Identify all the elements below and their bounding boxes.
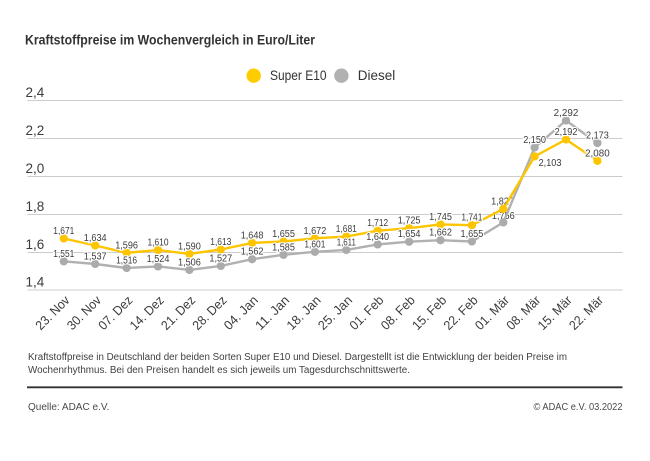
svg-text:Kraftstoffpreise in Deutschlan: Kraftstoffpreise in Deutschland der beid…	[28, 352, 567, 363]
svg-text:1,596: 1,596	[115, 240, 138, 251]
svg-text:2,150: 2,150	[523, 135, 546, 146]
svg-text:1,524: 1,524	[147, 254, 170, 265]
svg-text:1,655: 1,655	[461, 229, 484, 240]
svg-text:1,672: 1,672	[304, 226, 327, 237]
svg-text:2,103: 2,103	[539, 158, 562, 169]
svg-text:2,192: 2,192	[555, 127, 578, 138]
svg-text:© ADAC e.V. 03.2022: © ADAC e.V. 03.2022	[534, 402, 623, 413]
svg-text:1,562: 1,562	[241, 247, 264, 258]
svg-text:Kraftstoffpreise im Wochenverg: Kraftstoffpreise im Wochenvergleich in E…	[25, 33, 316, 48]
svg-text:2,2: 2,2	[26, 123, 45, 138]
svg-text:2,173: 2,173	[586, 131, 609, 142]
svg-text:1,648: 1,648	[241, 230, 264, 241]
svg-text:1,537: 1,537	[84, 252, 107, 263]
svg-text:1,681: 1,681	[336, 224, 357, 235]
svg-text:1,662: 1,662	[429, 228, 452, 239]
svg-text:1,613: 1,613	[210, 237, 231, 248]
svg-text:1,741: 1,741	[461, 213, 482, 224]
svg-text:1,610: 1,610	[148, 238, 170, 249]
svg-text:1,640: 1,640	[366, 232, 389, 243]
svg-text:1,725: 1,725	[398, 216, 421, 227]
svg-text:2,292: 2,292	[554, 108, 579, 119]
svg-text:1,745: 1,745	[429, 212, 452, 223]
svg-text:1,601: 1,601	[304, 239, 325, 250]
svg-text:1,611: 1,611	[337, 237, 356, 248]
svg-text:1,585: 1,585	[272, 242, 295, 253]
svg-text:Super E10: Super E10	[270, 68, 327, 83]
svg-text:1,655: 1,655	[272, 229, 295, 240]
svg-text:1,516: 1,516	[116, 256, 137, 267]
svg-text:1,634: 1,634	[84, 233, 107, 244]
svg-text:1,671: 1,671	[53, 226, 74, 237]
svg-text:Wochenrhythmus. Bei den Preise: Wochenrhythmus. Bei den Preisen handelt …	[28, 365, 410, 376]
svg-text:2,080: 2,080	[585, 148, 610, 159]
svg-text:1,6: 1,6	[26, 237, 45, 252]
svg-text:1,506: 1,506	[178, 257, 201, 268]
svg-text:Diesel: Diesel	[358, 68, 396, 83]
svg-text:1,551: 1,551	[53, 249, 74, 260]
svg-text:Quelle: ADAC e.V.: Quelle: ADAC e.V.	[28, 402, 109, 413]
svg-text:1,4: 1,4	[26, 275, 45, 290]
svg-text:1,590: 1,590	[178, 241, 201, 252]
svg-text:2,0: 2,0	[26, 161, 45, 176]
svg-text:1,527: 1,527	[209, 253, 232, 264]
svg-text:1,654: 1,654	[398, 229, 421, 240]
svg-text:1,8: 1,8	[26, 199, 45, 214]
svg-text:1,712: 1,712	[367, 218, 388, 229]
svg-text:2,4: 2,4	[26, 85, 45, 100]
